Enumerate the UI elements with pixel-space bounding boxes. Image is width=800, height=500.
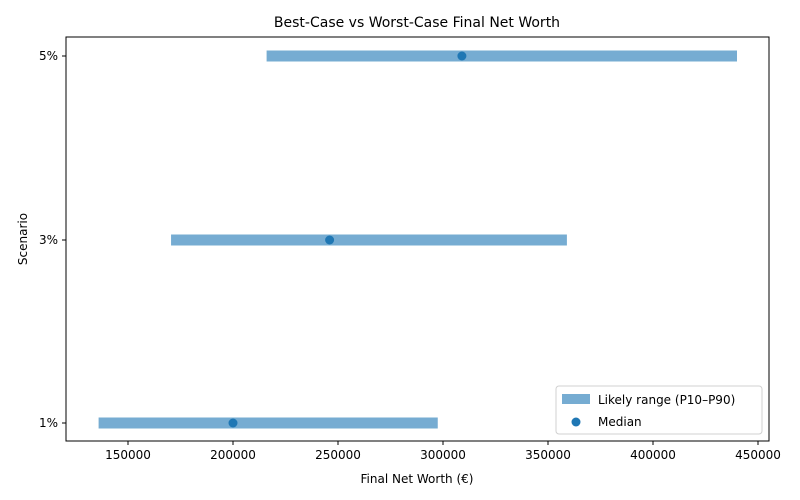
legend-box xyxy=(555,385,763,435)
y-axis-label: Scenario xyxy=(16,213,30,265)
y-axis-ticks: 1% 3% 5% xyxy=(39,49,66,430)
x-axis-ticks: 150000 200000 250000 300000 350000 400000 4500… xyxy=(105,441,781,462)
median-point-1pct xyxy=(228,418,238,428)
x-tick-label: 200000 xyxy=(210,448,256,462)
y-tick-label: 5% xyxy=(39,49,58,63)
x-tick-label: 450000 xyxy=(735,448,781,462)
x-axis-label: Final Net Worth (€) xyxy=(361,472,474,486)
range-bar-3pct xyxy=(171,234,567,246)
range-bar-5pct xyxy=(266,50,737,62)
legend-median-label: Median xyxy=(598,415,642,429)
legend-median-marker xyxy=(571,417,581,427)
y-tick-label: 1% xyxy=(39,416,58,430)
median-point-5pct xyxy=(457,51,467,61)
range-bar-1pct xyxy=(98,417,438,429)
legend-range-swatch xyxy=(562,394,590,404)
axes-frame xyxy=(65,36,770,442)
median-point-3pct xyxy=(325,235,335,245)
x-tick-label: 400000 xyxy=(630,448,676,462)
plot-area xyxy=(98,50,737,429)
legend-range-label: Likely range (P10–P90) xyxy=(598,393,735,407)
x-tick-label: 250000 xyxy=(315,448,361,462)
chart-title: Best-Case vs Worst-Case Final Net Worth xyxy=(274,15,560,31)
legend: Likely range (P10–P90) Median xyxy=(555,385,763,435)
y-tick-label: 3% xyxy=(39,233,58,247)
x-tick-label: 300000 xyxy=(420,448,466,462)
x-tick-label: 150000 xyxy=(105,448,151,462)
x-tick-label: 350000 xyxy=(525,448,571,462)
